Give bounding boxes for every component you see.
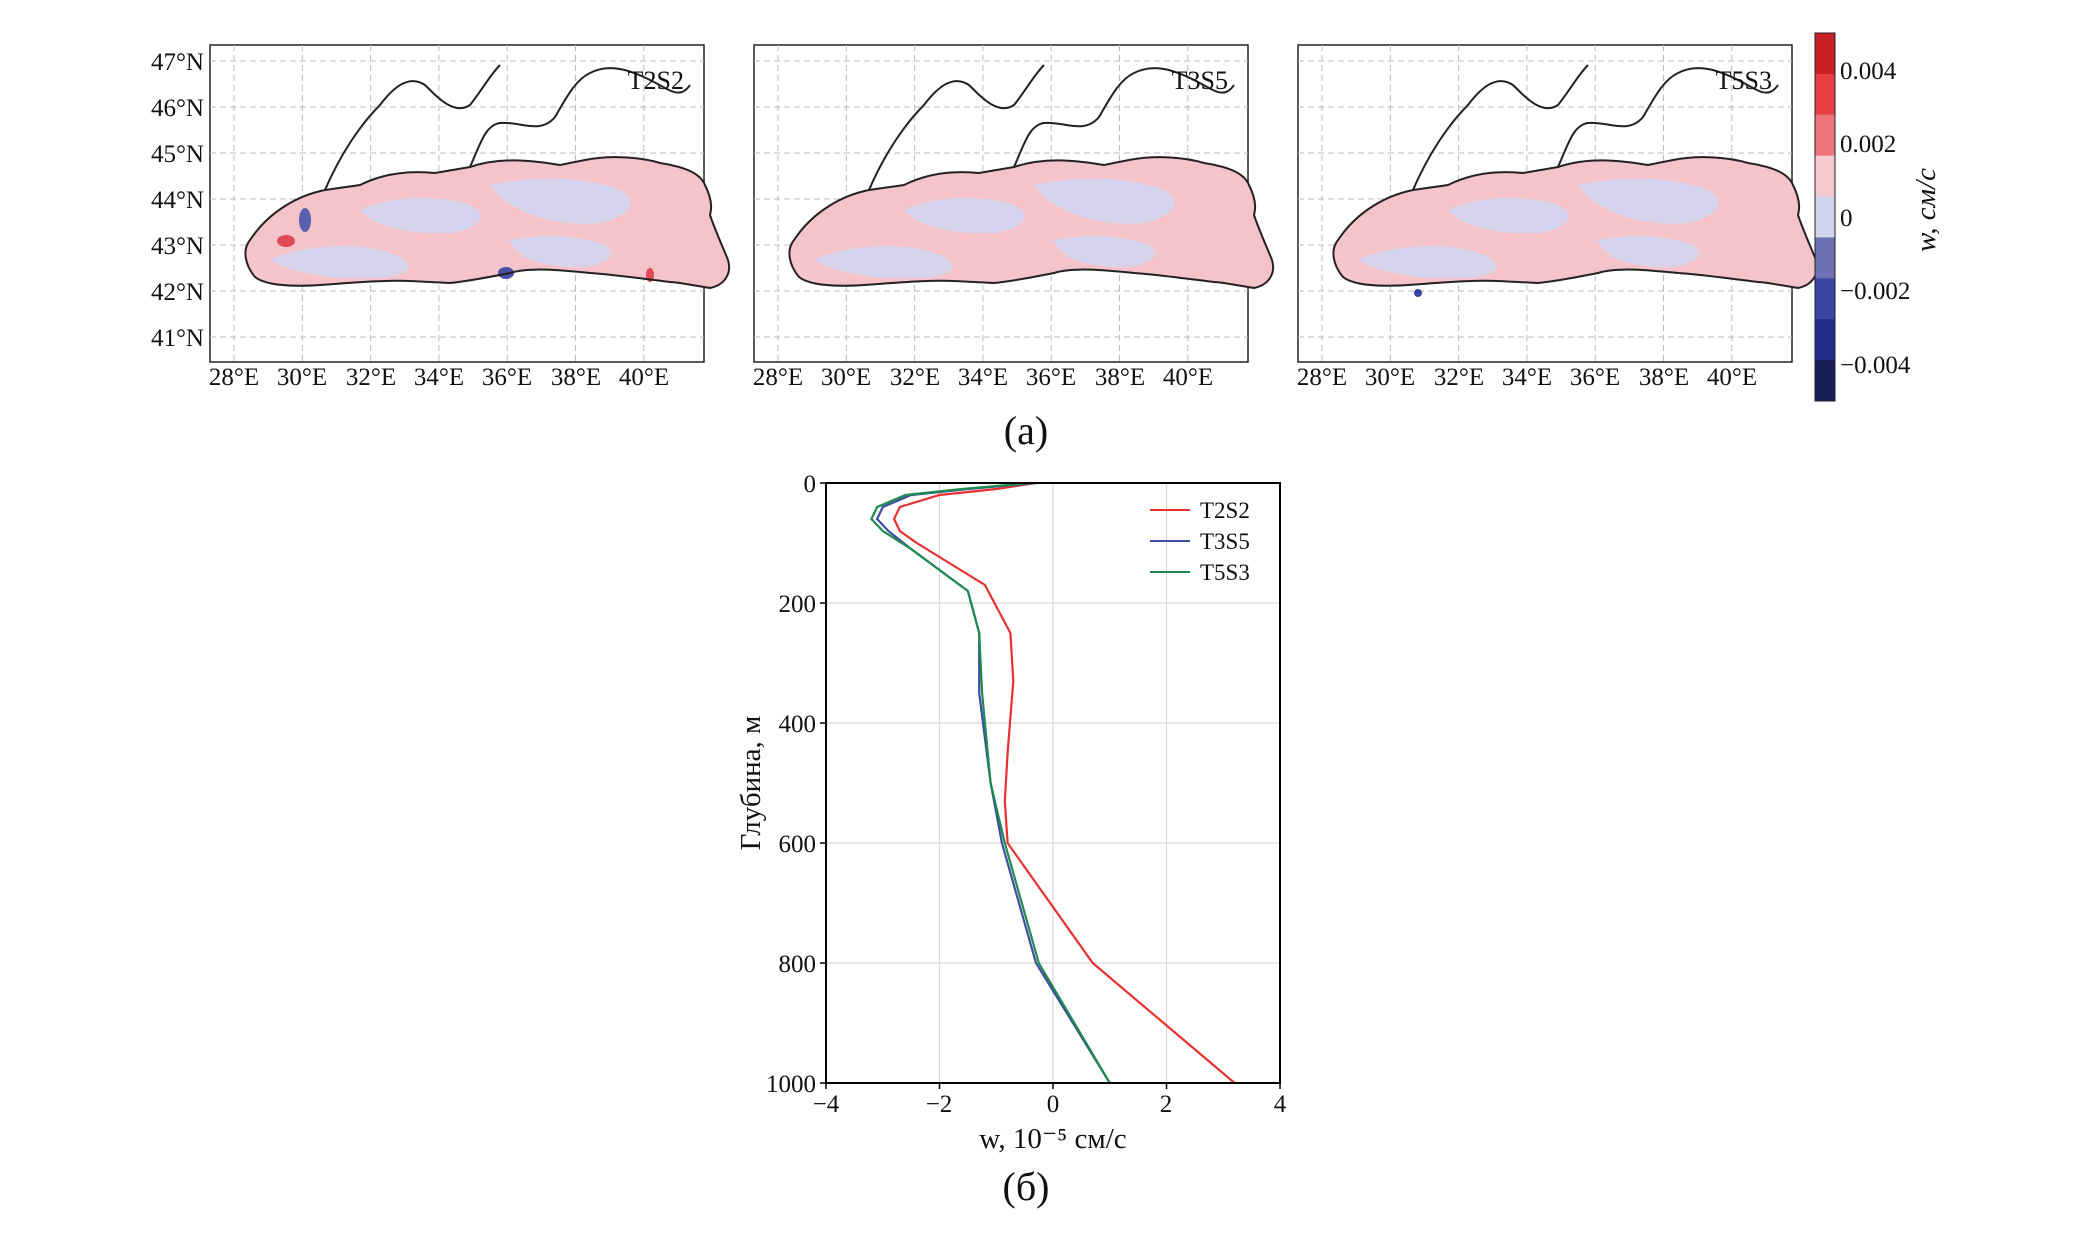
lon-tick-30e: 30°E	[1365, 364, 1415, 391]
panel-b-caption: (б)	[1003, 1164, 1050, 1209]
series-line-t2s2	[892, 481, 1236, 1084]
blue-patch	[490, 178, 631, 224]
map-label-t5s3: T5S3	[1716, 66, 1772, 95]
colorbar-segment	[1815, 73, 1835, 116]
x-tick-label: 0	[1047, 1091, 1060, 1118]
series-line-t5s3	[870, 481, 1111, 1084]
lon-tick-40e: 40°E	[1707, 364, 1757, 391]
x-tick-label: −4	[813, 1091, 840, 1118]
x-tick-label: 2	[1160, 1091, 1173, 1118]
lat-tick-47: 47°N	[151, 49, 204, 76]
lat-tick-46: 46°N	[151, 95, 204, 122]
lon-tick-36e: 36°E	[1026, 364, 1076, 391]
blue-patch	[510, 235, 611, 267]
y-tick-label: 1000	[766, 1071, 816, 1098]
blue-patch	[360, 198, 481, 234]
colorbar-tick-label: 0.004	[1840, 58, 1897, 85]
lon-tick-28e: 28°E	[753, 364, 803, 391]
map-label-t2s2: T2S2	[628, 66, 684, 95]
colorbar-segment	[1815, 155, 1835, 198]
blue-patch	[270, 246, 409, 279]
lon-tick-30e: 30°E	[277, 364, 327, 391]
lat-tick-41: 41°N	[151, 325, 204, 352]
colorbar-segment	[1815, 114, 1835, 157]
lon-tick-36e: 36°E	[482, 364, 532, 391]
lon-tick-36e: 36°E	[1570, 364, 1620, 391]
lat-tick-43: 43°N	[151, 233, 204, 260]
lon-tick-34e: 34°E	[414, 364, 464, 391]
colorbar-frame	[1814, 32, 1836, 402]
colorbar-segment	[1815, 360, 1835, 402]
profile-lines	[870, 481, 1236, 1084]
lon-tick-32e: 32°E	[1434, 364, 1484, 391]
lon-tick-38e: 38°E	[1095, 364, 1145, 391]
colorbar-segment	[1815, 196, 1835, 238]
blue-patch	[1578, 178, 1719, 224]
lat-tick-42: 42°N	[151, 279, 204, 306]
blue-patch	[904, 198, 1025, 234]
colorbar-tick-label: 0	[1840, 205, 1853, 232]
lon-tick-40e: 40°E	[619, 364, 669, 391]
colorbar-segment	[1815, 278, 1835, 320]
y-tick-label: 200	[779, 591, 817, 618]
eddy-marker	[299, 208, 311, 232]
profile-axes-frame	[825, 482, 1281, 1084]
y-axis-title: Глубина, м	[735, 716, 767, 851]
map-t3s5	[753, 44, 1274, 363]
lon-tick-32e: 32°E	[890, 364, 940, 391]
lon-tick-28e: 28°E	[209, 364, 259, 391]
coastline	[788, 156, 1274, 290]
coastline	[244, 156, 730, 290]
blue-patch	[1358, 246, 1497, 279]
blue-patch	[814, 246, 953, 279]
y-tick-label: 600	[779, 831, 817, 858]
lon-tick-32e: 32°E	[346, 364, 396, 391]
blue-patch	[1448, 198, 1569, 234]
legend: T2S2 T3S5 T5S3	[1150, 498, 1250, 585]
lat-tick-45: 45°N	[151, 141, 204, 168]
coastline	[1412, 64, 1779, 191]
lon-tick-28e: 28°E	[1297, 364, 1347, 391]
map-t5s3	[1297, 44, 1818, 363]
map-label-t3s5: T3S5	[1172, 66, 1228, 95]
colorbar-segment	[1815, 237, 1835, 279]
blue-patch	[1034, 178, 1175, 224]
blue-patch	[1598, 235, 1699, 267]
series-line-t3s5	[875, 481, 1111, 1084]
hot-spot	[277, 235, 295, 247]
legend-label-t3s5: T3S5	[1200, 529, 1250, 554]
colorbar-tick-label: −0.002	[1840, 278, 1910, 305]
lon-tick-38e: 38°E	[1639, 364, 1689, 391]
legend-label-t2s2: T2S2	[1200, 498, 1250, 523]
blue-patch	[1054, 235, 1155, 267]
map-t2s2	[209, 44, 730, 363]
y-tick-label: 800	[779, 951, 817, 978]
lon-tick-34e: 34°E	[958, 364, 1008, 391]
eddy-marker	[1414, 289, 1422, 297]
lon-tick-38e: 38°E	[551, 364, 601, 391]
lat-tick-44: 44°N	[151, 187, 204, 214]
coastline	[324, 64, 691, 191]
legend-label-t5s3: T5S3	[1200, 560, 1250, 585]
colorbar-segment	[1815, 33, 1835, 75]
panel-a-maps	[209, 44, 1818, 363]
colorbar-tick-label: 0.002	[1840, 131, 1896, 158]
x-tick-label: 4	[1274, 1091, 1287, 1118]
x-axis-title: w, 10⁻⁵ см/с	[979, 1123, 1126, 1155]
x-tick-label: −2	[926, 1091, 953, 1118]
colorbar-title: w, см/с	[1910, 168, 1942, 252]
panel-a-caption: (a)	[1004, 408, 1048, 453]
lon-tick-40e: 40°E	[1163, 364, 1213, 391]
y-tick-label: 0	[804, 471, 817, 498]
lon-tick-30e: 30°E	[821, 364, 871, 391]
coastline	[868, 64, 1235, 191]
colorbar-tick-label: −0.004	[1840, 352, 1911, 379]
colorbar	[1814, 32, 1836, 402]
colorbar-segment	[1815, 319, 1835, 361]
lon-tick-34e: 34°E	[1502, 364, 1552, 391]
y-tick-label: 400	[779, 711, 817, 738]
